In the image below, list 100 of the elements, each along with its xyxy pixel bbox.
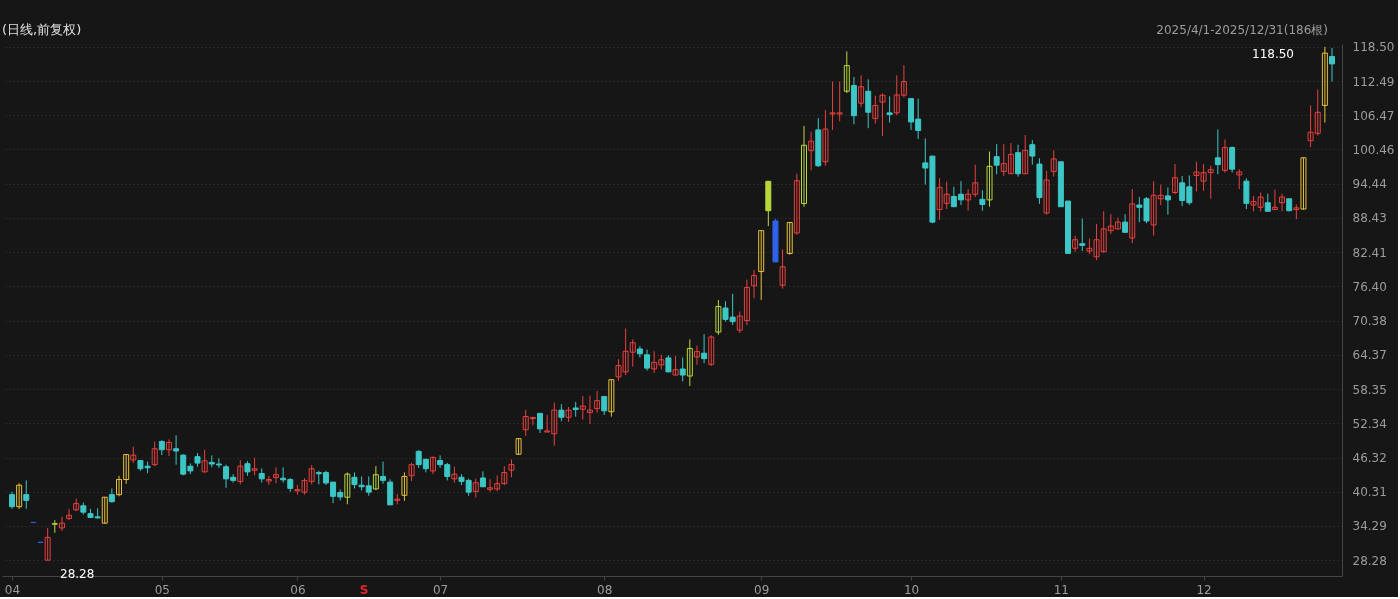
candlestick	[758, 230, 765, 301]
candlestick	[793, 173, 800, 236]
candlestick	[1050, 149, 1057, 178]
y-tick-label: 64.37	[1352, 348, 1387, 363]
candlestick	[808, 131, 815, 171]
candlestick	[16, 482, 23, 510]
candlestick	[843, 50, 850, 94]
candlestick	[1221, 139, 1228, 174]
candlestick	[1164, 186, 1171, 216]
candlestick	[1321, 46, 1328, 124]
x-tick-label: 07	[432, 582, 449, 597]
y-tick-label: 112.49	[1352, 74, 1395, 89]
candlestick	[822, 109, 829, 167]
x-tick-label: 08	[597, 582, 613, 597]
y-tick-label: 28.28	[1352, 553, 1387, 568]
chart-title: (日线,前复权)	[2, 22, 82, 37]
y-tick-label: 58.35	[1352, 382, 1387, 397]
candlestick	[23, 479, 30, 510]
candlestick	[387, 478, 394, 506]
y-tick-label: 40.31	[1352, 485, 1387, 500]
candlestick	[108, 487, 115, 504]
candlestick	[380, 461, 387, 485]
candlestick	[1029, 139, 1036, 166]
candlestick	[1329, 47, 1336, 83]
candlestick	[886, 95, 893, 124]
y-tick-label: 88.43	[1352, 211, 1387, 226]
x-tick-label: 04	[4, 582, 21, 597]
candlestick	[58, 516, 65, 532]
x-tick-label: 06	[290, 582, 306, 597]
y-tick-label: 34.29	[1352, 519, 1387, 534]
candlestick	[979, 189, 986, 212]
candlestick	[472, 478, 479, 498]
candlestick	[679, 357, 686, 382]
candlestick	[1236, 168, 1243, 190]
y-tick-label: 94.44	[1352, 177, 1387, 192]
annotation: 28.28	[60, 567, 95, 581]
candlestick	[1079, 218, 1086, 252]
candlestick	[801, 125, 807, 208]
x-tick-label: 09	[754, 582, 770, 597]
candlestick	[429, 456, 436, 475]
y-tick-label: 118.50	[1352, 40, 1395, 55]
y-tick-label: 70.38	[1352, 314, 1387, 329]
candlestick	[1072, 235, 1079, 253]
x-tick-label: 05	[154, 582, 170, 597]
candlestick	[1122, 213, 1129, 233]
candlestick	[701, 333, 708, 364]
y-tick-label: 46.32	[1352, 451, 1387, 466]
y-tick-label: 100.46	[1352, 142, 1395, 157]
text: S	[359, 583, 369, 597]
candlestick	[1022, 134, 1029, 175]
candlestick	[165, 438, 172, 457]
candlestick	[693, 345, 700, 366]
candlestick	[1279, 193, 1286, 212]
candlestick	[344, 471, 351, 505]
candlestick	[715, 299, 722, 336]
x-tick-label: 12	[1196, 582, 1212, 597]
candlestick	[779, 248, 786, 290]
candlestick	[66, 508, 73, 521]
candlestick	[1229, 145, 1236, 174]
candlestick	[1043, 170, 1050, 216]
candlestick	[173, 434, 180, 466]
candlestick	[993, 143, 1000, 175]
y-tick-label: 82.41	[1352, 245, 1387, 260]
candlestick	[672, 355, 679, 376]
candlestick	[44, 527, 51, 561]
candlestick	[872, 95, 879, 125]
candlestick	[686, 338, 693, 387]
candlestick	[708, 334, 715, 367]
candlestick	[1172, 163, 1179, 195]
candlestick	[1243, 177, 1250, 210]
candlestick	[101, 496, 108, 525]
candlestick	[408, 462, 415, 482]
candlestick	[644, 349, 651, 372]
candlestick	[201, 449, 208, 474]
candlestick	[1271, 189, 1278, 211]
candlestick	[594, 390, 601, 414]
candlestick	[273, 466, 279, 484]
candlestick	[608, 379, 615, 418]
candlestick	[986, 151, 993, 208]
candlestick	[865, 78, 872, 129]
candlestick	[879, 93, 886, 137]
candlestick	[601, 396, 608, 416]
y-tick-label: 52.34	[1352, 416, 1387, 431]
chart-subtitle: 2025/4/1-2025/12/31(186根)	[1156, 23, 1328, 37]
candlestick	[237, 459, 244, 485]
candlestick	[151, 440, 158, 467]
candlestick	[265, 475, 272, 486]
y-tick-label: 76.40	[1352, 279, 1387, 294]
candlestick	[786, 221, 793, 256]
annotation: 118.50	[1252, 47, 1294, 61]
candlestick	[372, 465, 379, 491]
candlestick	[751, 269, 758, 299]
candlestick	[401, 471, 408, 502]
candlestick	[636, 345, 643, 359]
x-tick-label: 11	[1053, 582, 1070, 597]
candlestick	[537, 412, 543, 434]
candlestick	[1129, 188, 1136, 244]
x-tick-label: 10	[903, 582, 920, 597]
candlestick	[1015, 144, 1022, 178]
candlestick	[1300, 157, 1307, 211]
